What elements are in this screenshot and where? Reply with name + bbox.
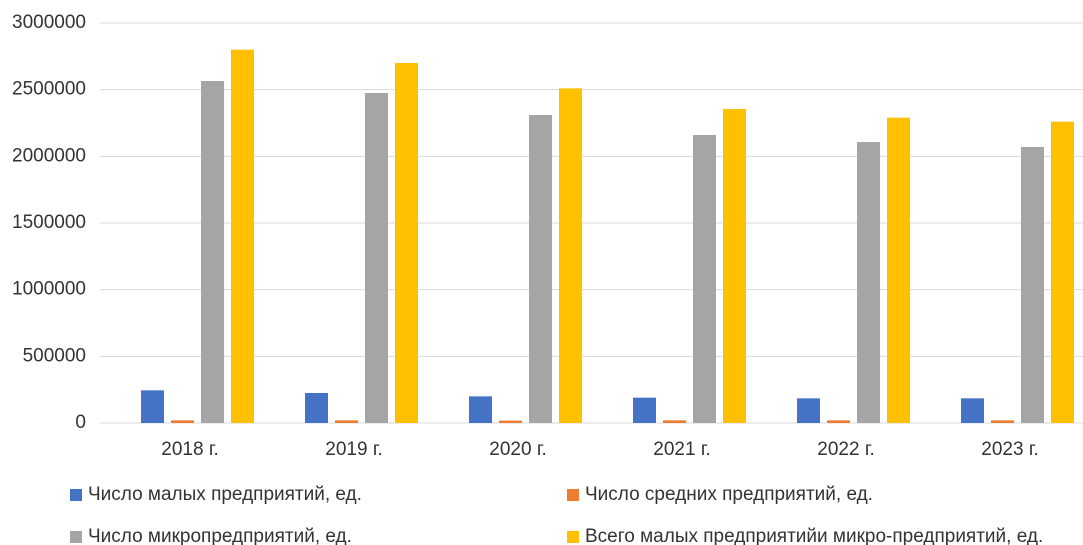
bar xyxy=(395,63,418,423)
bar xyxy=(797,398,820,423)
bar xyxy=(723,109,746,423)
bar xyxy=(469,396,492,423)
x-tick-label: 2023 г. xyxy=(981,439,1038,460)
bar xyxy=(141,390,164,423)
legend-swatch xyxy=(70,531,82,543)
bar xyxy=(305,393,328,423)
legend-label: Число микропредприятий, ед. xyxy=(88,526,352,545)
y-tick-label: 500000 xyxy=(23,345,86,366)
y-tick-label: 3000000 xyxy=(12,12,86,33)
bar xyxy=(559,88,582,423)
bar xyxy=(961,398,984,423)
bar xyxy=(499,420,522,423)
legend-swatch xyxy=(567,489,579,501)
y-tick-label: 2500000 xyxy=(12,79,86,100)
x-tick-label: 2020 г. xyxy=(489,439,546,460)
bar xyxy=(857,142,880,424)
x-tick-label: 2022 г. xyxy=(817,439,874,460)
bar xyxy=(693,135,716,423)
bar xyxy=(1051,121,1074,424)
legend-swatch xyxy=(70,489,82,501)
bar xyxy=(887,117,910,424)
bar xyxy=(663,420,686,423)
bar xyxy=(827,420,850,423)
legend-label: Число малых предприятий, ед. xyxy=(88,484,362,505)
bar xyxy=(231,49,254,424)
y-tick-label: 1000000 xyxy=(12,279,86,300)
bar xyxy=(335,420,358,423)
y-tick-label: 2000000 xyxy=(12,145,86,166)
bar xyxy=(1021,147,1044,423)
legend-label: Число средних предприятий, ед. xyxy=(585,484,873,505)
legend-swatch xyxy=(567,531,579,543)
bar xyxy=(171,420,194,423)
bar xyxy=(633,397,656,423)
bar xyxy=(529,115,552,423)
bar xyxy=(365,93,388,423)
y-tick-label: 0 xyxy=(75,412,86,433)
bar xyxy=(991,420,1014,423)
x-tick-label: 2021 г. xyxy=(653,439,710,460)
x-tick-label: 2018 г. xyxy=(161,439,218,460)
y-tick-label: 1500000 xyxy=(12,212,86,233)
legend-label: Всего малых предприятийи микро-предприят… xyxy=(585,526,1043,545)
bar xyxy=(201,81,224,423)
x-tick-label: 2019 г. xyxy=(325,439,382,460)
